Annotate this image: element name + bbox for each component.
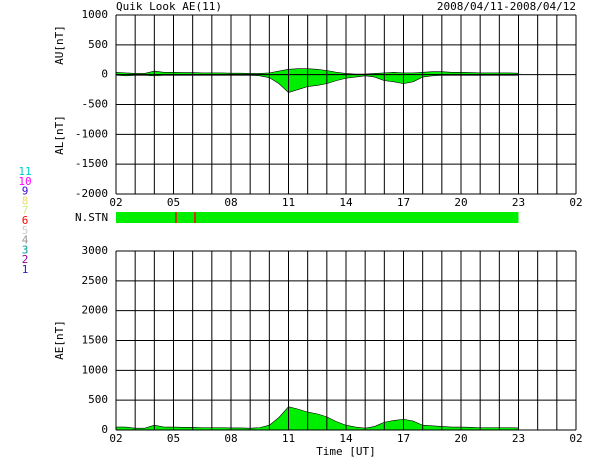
x-tick-label: 17 [397, 432, 410, 445]
x-tick-label: 02 [109, 432, 122, 445]
y-tick-label: 1500 [82, 334, 109, 347]
legend-entry: 10 [18, 175, 31, 188]
station-bar [116, 212, 519, 223]
y-axis-label: AU[nT] [53, 25, 66, 65]
area [115, 74, 519, 93]
x-tick-label: 20 [454, 432, 467, 445]
y-tick-label: 3000 [82, 244, 109, 257]
y-axis-label: AE[nT] [53, 320, 66, 360]
legend-entry: 7 [22, 204, 29, 217]
x-tick-label: 11 [282, 432, 295, 445]
x-tick-label: 02 [109, 196, 122, 209]
area [115, 406, 519, 431]
x-tick-label: 02 [569, 432, 582, 445]
x-tick-label: 08 [224, 432, 237, 445]
x-tick-label: 05 [167, 432, 180, 445]
y-tick-label: 500 [88, 38, 108, 51]
legend-entry: 9 [22, 185, 29, 198]
y-tick-label: -1000 [75, 127, 108, 140]
x-tick-label: 14 [339, 196, 353, 209]
legend-entry: 6 [22, 214, 29, 227]
y-tick-label: 500 [88, 393, 108, 406]
y-tick-label: -2000 [75, 187, 108, 200]
y-tick-label: 2500 [82, 274, 109, 287]
legend-entry: 8 [22, 194, 29, 207]
y-tick-label: -500 [82, 98, 109, 111]
y-tick-label: 1000 [82, 8, 109, 21]
y-tick-label: -1500 [75, 157, 108, 170]
x-tick-label: 11 [282, 196, 295, 209]
x-axis-label: Time [UT] [316, 445, 376, 458]
y-tick-label: 2000 [82, 304, 109, 317]
x-tick-label: 23 [512, 196, 525, 209]
x-tick-label: 20 [454, 196, 467, 209]
x-tick-label: 08 [224, 196, 237, 209]
date-range: 2008/04/11-2008/04/12 [437, 0, 576, 13]
y-tick-label: 1000 [82, 363, 109, 376]
legend-entry: 2 [22, 253, 29, 266]
area [115, 68, 519, 75]
legend-entry: 4 [22, 234, 29, 247]
chart-title: Quik Look AE(11) [116, 0, 222, 13]
x-tick-label: 14 [339, 432, 353, 445]
y-tick-label: 0 [101, 423, 108, 436]
legend-entry: 3 [22, 243, 29, 256]
x-tick-label: 02 [569, 196, 582, 209]
x-tick-label: 05 [167, 196, 180, 209]
x-tick-label: 23 [512, 432, 525, 445]
y-axis-label: AL[nT] [53, 115, 66, 155]
station-label: N.STN [75, 211, 108, 224]
legend-entry: 11 [18, 165, 31, 178]
legend-entry: 5 [22, 224, 29, 237]
legend-entry: 1 [22, 263, 29, 276]
y-tick-label: 0 [101, 68, 108, 81]
x-tick-label: 17 [397, 196, 410, 209]
